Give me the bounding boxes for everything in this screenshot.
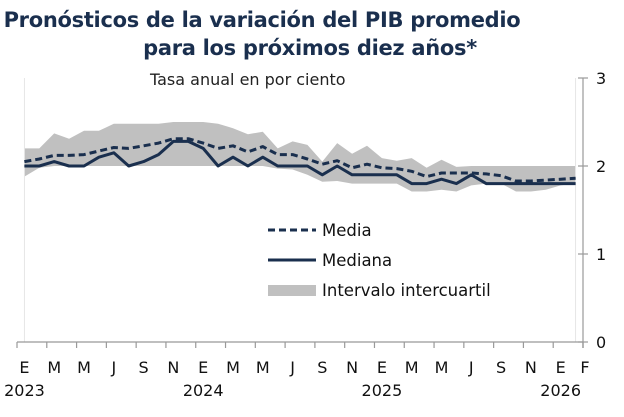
x-tick-label: J bbox=[289, 358, 295, 377]
x-tick-label: E bbox=[198, 358, 208, 377]
y-tick-label: 0 bbox=[596, 333, 606, 352]
y-tick-label: 3 bbox=[596, 69, 606, 88]
y-tick-label: 2 bbox=[596, 157, 606, 176]
y-tick-label: 1 bbox=[596, 245, 606, 264]
x-tick-label: J bbox=[110, 358, 116, 377]
x-tick-label: N bbox=[167, 358, 179, 377]
band-interquartile bbox=[24, 122, 576, 192]
grid-layer bbox=[23, 78, 577, 342]
chart-subtitle: Tasa anual en por ciento bbox=[150, 70, 346, 89]
legend: Media Mediana Intervalo intercuartil bbox=[268, 221, 491, 300]
x-tick-label: M bbox=[47, 358, 61, 377]
series-line-media bbox=[24, 137, 576, 183]
x-tick-label: E bbox=[377, 358, 387, 377]
x-year-label: 2024 bbox=[183, 381, 224, 400]
x-tick-label: J bbox=[468, 358, 474, 377]
legend-label-mediana: Mediana bbox=[322, 251, 392, 270]
x-tick-label: E bbox=[556, 358, 566, 377]
x-tick-label: M bbox=[226, 358, 240, 377]
x-tick-label: N bbox=[346, 358, 358, 377]
x-year-label: 2025 bbox=[362, 381, 403, 400]
legend-label-band: Intervalo intercuartil bbox=[322, 281, 491, 300]
x-year-label: 2023 bbox=[4, 381, 45, 400]
x-tick-label: M bbox=[435, 358, 449, 377]
x-tick-label: S bbox=[139, 358, 149, 377]
chart-title-line2: para los próximos diez años* bbox=[143, 36, 477, 60]
x-year-label: 2026 bbox=[540, 381, 581, 400]
legend-label-media: Media bbox=[322, 221, 372, 240]
x-tick-label: S bbox=[317, 358, 327, 377]
x-tick-label: N bbox=[525, 358, 537, 377]
legend-swatch-band bbox=[268, 285, 316, 296]
x-tick-label: E bbox=[19, 358, 29, 377]
band-layer bbox=[24, 122, 576, 192]
x-tick-label: M bbox=[256, 358, 270, 377]
x-tick-label: M bbox=[405, 358, 419, 377]
x-tick-label: F bbox=[580, 358, 589, 377]
x-tick-label: M bbox=[77, 358, 91, 377]
series-line-mediana bbox=[24, 139, 576, 186]
x-tick-label: S bbox=[496, 358, 506, 377]
line-layer bbox=[24, 137, 576, 186]
chart-title: Pronósticos de la variación del PIB prom… bbox=[3, 8, 521, 32]
